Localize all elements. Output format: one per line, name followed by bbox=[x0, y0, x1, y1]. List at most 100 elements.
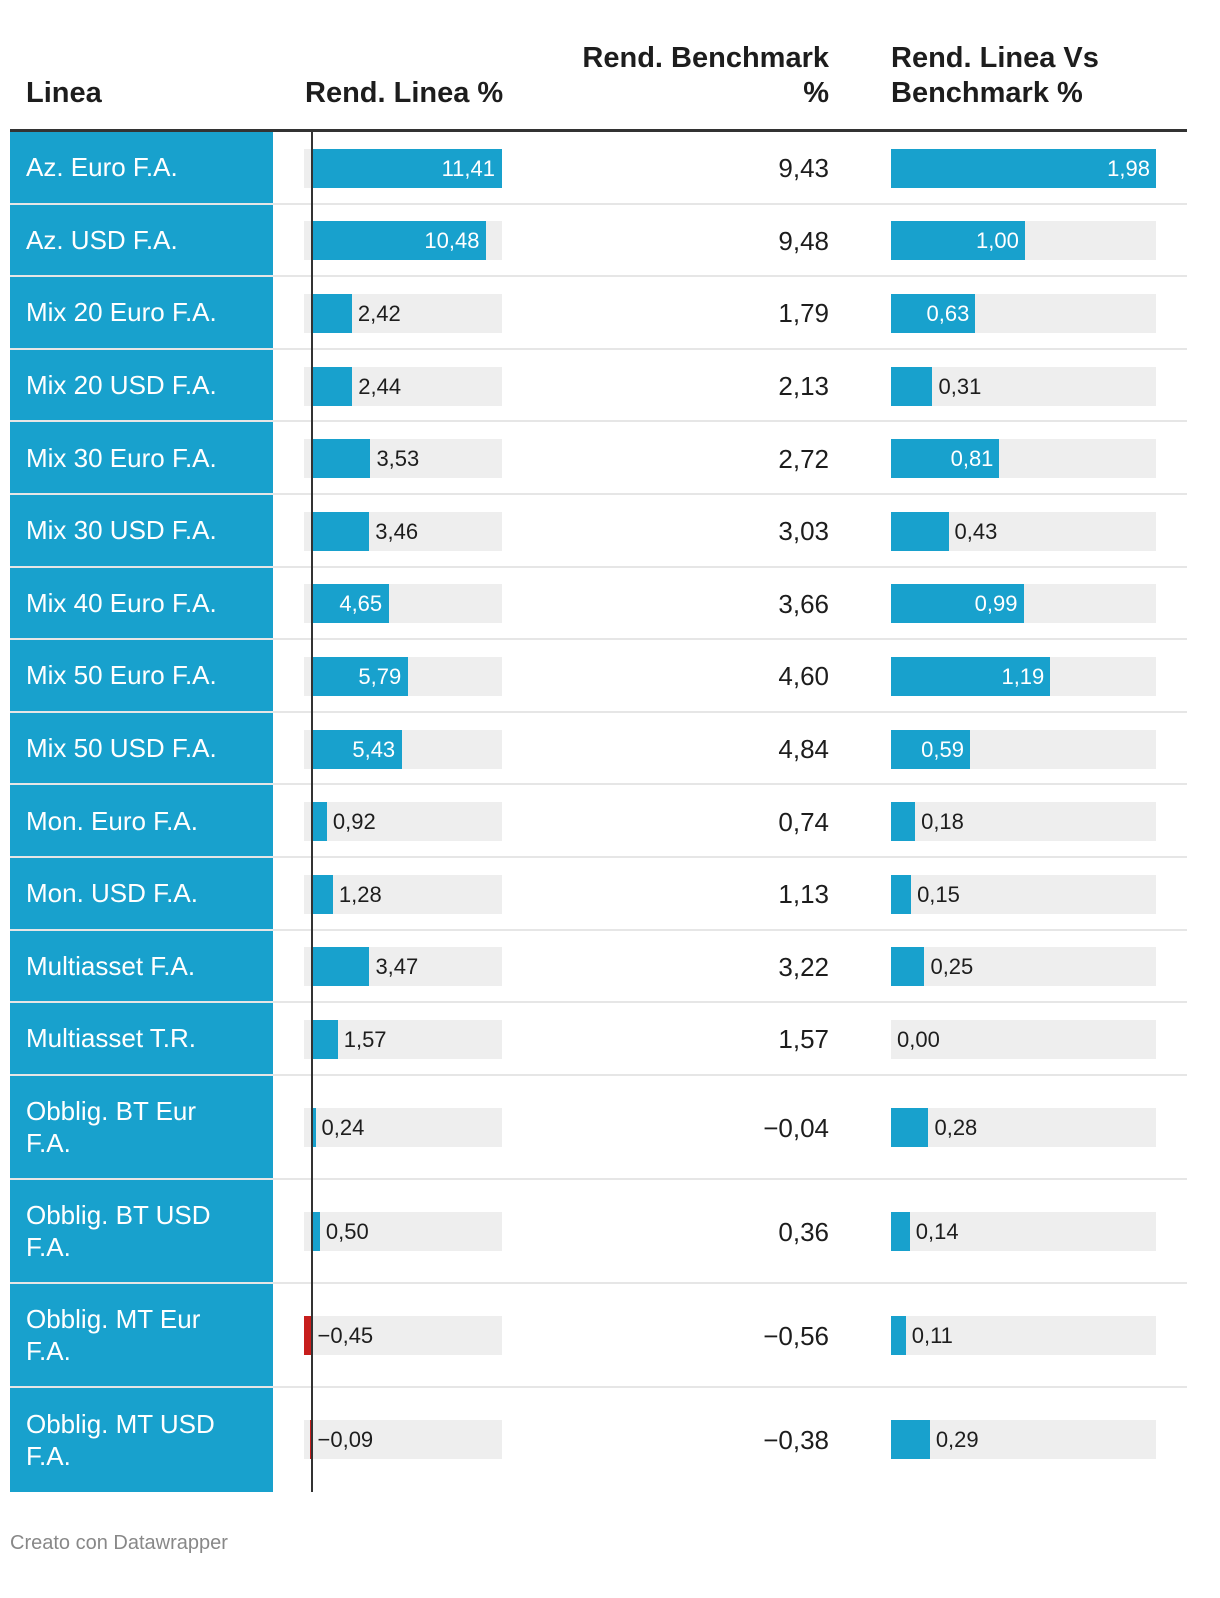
diff-bar-track: 0,14 bbox=[891, 1212, 1156, 1252]
rend-bar[interactable] bbox=[304, 1316, 312, 1356]
diff-bar[interactable] bbox=[891, 366, 933, 406]
table-row: Obblig. MT USD F.A. −0,09 −0,38 0,29 bbox=[10, 1387, 1187, 1492]
benchmark-value: −0,56 bbox=[763, 1320, 829, 1351]
diff-bar-track: 0,31 bbox=[891, 366, 1156, 406]
row-name: Mon. USD F.A. bbox=[26, 878, 198, 909]
diff-bar[interactable] bbox=[891, 947, 925, 987]
rend-bar-track: −0,09 bbox=[304, 1420, 502, 1460]
rend-bar[interactable] bbox=[311, 947, 370, 987]
rend-value-label: 3,46 bbox=[375, 518, 419, 544]
diff-bar[interactable] bbox=[891, 1420, 930, 1460]
benchmark-value: −0,04 bbox=[763, 1112, 829, 1143]
row-name-cell: Az. Euro F.A. bbox=[10, 132, 273, 203]
benchmark-value: 4,84 bbox=[778, 734, 829, 765]
row-name: Obblig. MT USD F.A. bbox=[26, 1408, 215, 1471]
diff-bar[interactable] bbox=[891, 874, 912, 914]
row-name-cell: Mon. Euro F.A. bbox=[10, 785, 273, 856]
rend-bar[interactable] bbox=[311, 1108, 316, 1148]
diff-bar[interactable] bbox=[891, 439, 1000, 479]
diff-bar[interactable] bbox=[891, 511, 949, 551]
rend-value-label: 0,50 bbox=[325, 1219, 369, 1245]
row-name: Multiasset F.A. bbox=[26, 950, 196, 981]
benchmark-value: −0,38 bbox=[763, 1424, 829, 1455]
rend-bar[interactable] bbox=[311, 439, 371, 479]
diff-bar[interactable] bbox=[891, 656, 1051, 696]
header-linea[interactable]: Linea bbox=[26, 77, 102, 109]
diff-bar[interactable] bbox=[891, 1212, 910, 1252]
rend-bar[interactable] bbox=[311, 1212, 320, 1252]
header-rend-vs-benchmark-line1: Rend. Linea Vs bbox=[891, 42, 1099, 74]
header-rend-benchmark-line1: Rend. Benchmark bbox=[582, 42, 829, 74]
diff-bar[interactable] bbox=[891, 293, 976, 333]
diff-value-label: 1,98 bbox=[1107, 155, 1150, 181]
rend-bar[interactable] bbox=[311, 221, 487, 261]
rend-bar[interactable] bbox=[311, 148, 502, 188]
row-name: Obblig. BT USD F.A. bbox=[26, 1199, 211, 1262]
row-name: Multiasset T.R. bbox=[26, 1023, 197, 1054]
diff-bar[interactable] bbox=[891, 729, 970, 769]
diff-value-label: 0,25 bbox=[930, 954, 974, 980]
rend-bar-track: 5,43 bbox=[304, 729, 502, 769]
diff-value-label: 1,19 bbox=[1001, 663, 1045, 689]
diff-bar-track: 0,43 bbox=[891, 511, 1156, 551]
row-name-cell: Multiasset F.A. bbox=[10, 930, 273, 1002]
table-row: Az. USD F.A. 10,48 9,48 1,00 bbox=[10, 204, 1187, 278]
diff-bar[interactable] bbox=[891, 221, 1025, 261]
rend-bar[interactable] bbox=[311, 656, 409, 696]
table-row: Az. Euro F.A. 11,41 9,43 1,98 bbox=[10, 132, 1187, 205]
rend-bar[interactable] bbox=[311, 511, 370, 551]
header-rend-vs-benchmark[interactable]: Rend. Linea Vs Benchmark % bbox=[891, 41, 1151, 111]
header-rend-benchmark[interactable]: Rend. Benchmark % bbox=[529, 41, 829, 111]
diff-bar[interactable] bbox=[891, 802, 916, 842]
rend-bar-track: 3,47 bbox=[304, 947, 502, 987]
rend-value-label: 1,28 bbox=[338, 881, 382, 907]
rend-bar[interactable] bbox=[311, 293, 352, 333]
diff-value-label: 0,00 bbox=[897, 1026, 940, 1052]
rend-value-label: 5,43 bbox=[352, 736, 396, 762]
row-name-cell: Mix 50 Euro F.A. bbox=[10, 640, 273, 711]
diff-bar-track: 0,29 bbox=[891, 1420, 1156, 1460]
diff-bar-track: 0,15 bbox=[891, 874, 1156, 914]
rend-value-label: 0,24 bbox=[321, 1115, 365, 1141]
row-name-cell: Mix 50 USD F.A. bbox=[10, 712, 273, 784]
benchmark-value: 1,13 bbox=[778, 879, 829, 910]
table-row: Obblig. BT Eur F.A. 0,24 −0,04 0,28 bbox=[10, 1075, 1187, 1180]
rend-bar[interactable] bbox=[311, 802, 327, 842]
table-row: Mix 20 USD F.A. 2,44 2,13 0,31 bbox=[10, 349, 1187, 423]
rend-value-label: 2,44 bbox=[358, 373, 402, 399]
row-name: Az. Euro F.A. bbox=[26, 152, 178, 183]
header-rend-benchmark-line2: % bbox=[803, 77, 829, 109]
header-rend-linea[interactable]: Rend. Linea % bbox=[305, 77, 504, 109]
rend-bar[interactable] bbox=[311, 584, 390, 624]
benchmark-value: 2,72 bbox=[778, 443, 829, 474]
diff-bar-track: 0,59 bbox=[891, 729, 1156, 769]
benchmark-value: 3,22 bbox=[778, 951, 829, 982]
diff-bar-track: 0,11 bbox=[891, 1316, 1156, 1356]
diff-value-label: 0,29 bbox=[935, 1427, 979, 1453]
table-row: Mix 40 Euro F.A. 4,65 3,66 0,99 bbox=[10, 567, 1187, 641]
rend-value-label: 3,53 bbox=[376, 446, 420, 472]
diff-bar[interactable] bbox=[891, 148, 1156, 188]
row-name: Az. USD F.A. bbox=[26, 224, 178, 255]
rend-value-label: 10,48 bbox=[424, 228, 480, 254]
diff-bar-track: 0,81 bbox=[891, 439, 1156, 479]
diff-bar[interactable] bbox=[891, 1108, 929, 1148]
rend-bar[interactable] bbox=[311, 874, 333, 914]
table-row: Mix 30 Euro F.A. 3,53 2,72 0,81 bbox=[10, 422, 1187, 495]
benchmark-value: 2,13 bbox=[778, 371, 829, 402]
diff-bar-track: 0,63 bbox=[891, 293, 1156, 333]
rend-value-label: 11,41 bbox=[441, 155, 495, 181]
diff-bar[interactable] bbox=[891, 584, 1024, 624]
row-name-cell: Mix 20 USD F.A. bbox=[10, 349, 273, 421]
rend-bar-track: 11,41 bbox=[304, 148, 502, 188]
diff-bar[interactable] bbox=[891, 1316, 906, 1356]
benchmark-value: 4,60 bbox=[778, 661, 829, 692]
row-name: Mix 30 Euro F.A. bbox=[26, 442, 217, 473]
diff-bar-track: 0,99 bbox=[891, 584, 1156, 624]
rend-bar[interactable] bbox=[311, 366, 353, 406]
diff-bar-track: 0,25 bbox=[891, 947, 1156, 987]
rend-bar[interactable] bbox=[311, 1019, 338, 1059]
rend-bar[interactable] bbox=[311, 729, 403, 769]
footer-credit[interactable]: Creato con Datawrapper bbox=[10, 1532, 228, 1554]
rend-value-label: 3,47 bbox=[375, 954, 419, 980]
